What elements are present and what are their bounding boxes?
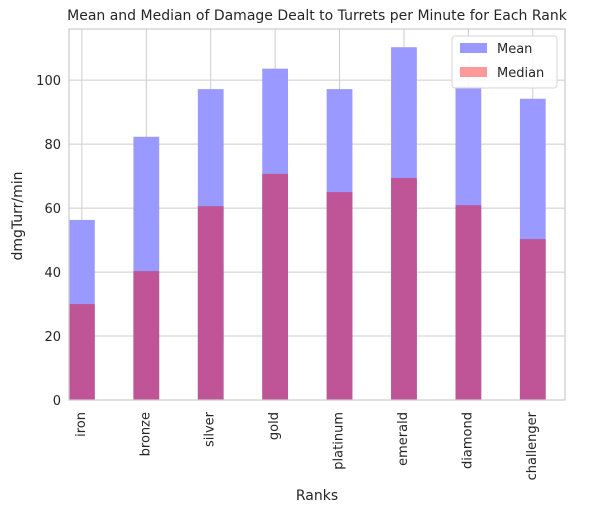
legend-label-mean: Mean: [497, 42, 532, 57]
x-tick-label: bronze: [138, 412, 153, 456]
x-tick-label: platinum: [332, 412, 347, 470]
y-tick-label: 40: [44, 266, 61, 281]
x-tick-label: iron: [74, 412, 89, 437]
y-tick-label: 0: [53, 394, 61, 409]
bar-median-challenger: [519, 239, 546, 400]
x-axis-label: Ranks: [296, 488, 338, 504]
x-tick-label: diamond: [460, 412, 475, 469]
y-tick-label: 80: [44, 138, 61, 153]
y-axis-label: dmgTurr/min: [10, 171, 26, 260]
y-tick-label: 100: [36, 74, 61, 89]
bar-median-silver: [197, 206, 224, 400]
x-tick-label: silver: [203, 411, 218, 447]
legend-swatch-median: [460, 67, 487, 77]
x-tick-label: emerald: [396, 412, 411, 466]
bar-median-bronze: [133, 271, 160, 400]
legend-label-median: Median: [497, 66, 544, 81]
bar-median-iron: [69, 304, 95, 400]
bar-median-platinum: [326, 192, 353, 400]
plot-frame: [68, 28, 566, 401]
bar-median-emerald: [391, 178, 417, 400]
x-tick-label: challenger: [525, 411, 540, 480]
bar-median-gold: [262, 173, 289, 400]
plot-area: 0 20 40 60 80 100 iron bronze silver gold platinum…: [36, 28, 566, 480]
legend-swatch-mean: [460, 43, 487, 53]
y-tick-label: 60: [44, 202, 61, 217]
y-tick-label: 20: [44, 330, 61, 345]
x-tick-label: gold: [267, 412, 282, 440]
chart-title: Mean and Median of Damage Dealt to Turre…: [67, 8, 568, 24]
bar-median-diamond: [455, 205, 482, 400]
